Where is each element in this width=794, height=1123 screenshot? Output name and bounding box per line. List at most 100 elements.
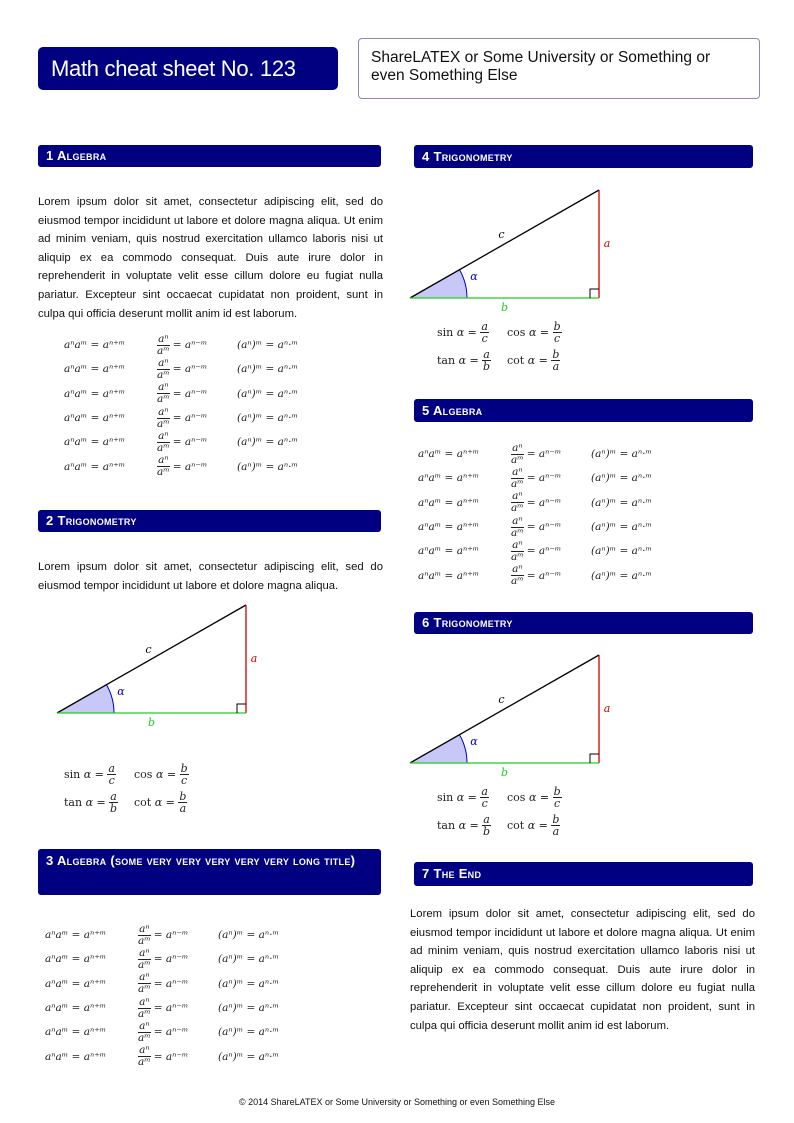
institution-text: ShareLATEX or Some University or Somethi…	[371, 49, 711, 84]
power-rule: (aⁿ)ᵐ = aⁿ·ᵐ	[237, 363, 298, 376]
label-c: c	[498, 228, 504, 241]
label-b: b	[501, 766, 508, 779]
section-header-2: 2 Trigonometry	[38, 510, 381, 532]
power-rule: (aⁿ)ᵐ = aⁿ·ᵐ	[591, 496, 652, 509]
formula-row: aⁿaᵐ = aⁿ⁺ᵐ aⁿ aᵐ = aⁿ⁻ᵐ (aⁿ)ᵐ = aⁿ·ᵐ	[64, 406, 298, 430]
quotient-rule: aⁿ aᵐ = aⁿ⁻ᵐ	[138, 971, 189, 996]
label-alpha: α	[470, 270, 478, 283]
formula-row: aⁿaᵐ = aⁿ⁺ᵐ aⁿ aᵐ = aⁿ⁻ᵐ (aⁿ)ᵐ = aⁿ·ᵐ	[418, 442, 652, 466]
triangle-diagram-6: a b c α	[409, 654, 610, 779]
quotient-rule: aⁿ aᵐ = aⁿ⁻ᵐ	[138, 922, 189, 947]
paragraph-1: Lorem ipsum dolor sit amet, consectetur …	[38, 196, 383, 320]
side-c	[56, 604, 247, 714]
power-rule: (aⁿ)ᵐ = aⁿ·ᵐ	[218, 1002, 279, 1015]
formula-row: aⁿaᵐ = aⁿ⁺ᵐ aⁿ aᵐ = aⁿ⁻ᵐ (aⁿ)ᵐ = aⁿ·ᵐ	[64, 454, 298, 478]
power-rule: (aⁿ)ᵐ = aⁿ·ᵐ	[237, 387, 298, 400]
label-b: b	[501, 301, 508, 314]
product-rule: aⁿaᵐ = aⁿ⁺ᵐ	[45, 977, 107, 990]
product-rule: aⁿaᵐ = aⁿ⁺ᵐ	[64, 460, 126, 473]
power-rule: (aⁿ)ᵐ = aⁿ·ᵐ	[591, 569, 652, 582]
quotient-rule: aⁿ aᵐ = aⁿ⁻ᵐ	[138, 1044, 189, 1069]
angle-fill	[57, 684, 114, 713]
power-rule: (aⁿ)ᵐ = aⁿ·ᵐ	[237, 460, 298, 473]
product-rule: aⁿaᵐ = aⁿ⁺ᵐ	[45, 1050, 107, 1063]
quotient-rule: aⁿ aᵐ = aⁿ⁻ᵐ	[511, 465, 562, 490]
angle-arc	[459, 734, 468, 764]
formula-row: aⁿaᵐ = aⁿ⁺ᵐ aⁿ aᵐ = aⁿ⁻ᵐ (aⁿ)ᵐ = aⁿ·ᵐ	[45, 947, 279, 971]
quotient-rule: aⁿ aᵐ = aⁿ⁻ᵐ	[157, 454, 208, 479]
page-title: Math cheat sheet No. 123	[51, 56, 296, 81]
formula-row: aⁿaᵐ = aⁿ⁺ᵐ aⁿ aᵐ = aⁿ⁻ᵐ (aⁿ)ᵐ = aⁿ·ᵐ	[45, 972, 279, 996]
footer: © 2014 ShareLATEX or Some University or …	[238, 1097, 556, 1107]
product-rule: aⁿaᵐ = aⁿ⁺ᵐ	[64, 363, 126, 376]
formula-row: aⁿaᵐ = aⁿ⁺ᵐ aⁿ aᵐ = aⁿ⁻ᵐ (aⁿ)ᵐ = aⁿ·ᵐ	[418, 515, 652, 539]
section-header-1: 1 Algebra	[38, 145, 381, 167]
power-rule: (aⁿ)ᵐ = aⁿ·ᵐ	[591, 472, 652, 485]
quotient-rule: aⁿ aᵐ = aⁿ⁻ᵐ	[138, 995, 189, 1020]
power-rule: (aⁿ)ᵐ = aⁿ·ᵐ	[237, 436, 298, 449]
power-rule: (aⁿ)ᵐ = aⁿ·ᵐ	[591, 448, 652, 461]
formula-row: aⁿaᵐ = aⁿ⁺ᵐ aⁿ aᵐ = aⁿ⁻ᵐ (aⁿ)ᵐ = aⁿ·ᵐ	[418, 539, 652, 563]
algebra-formulas-5: aⁿaᵐ = aⁿ⁺ᵐ aⁿ aᵐ = aⁿ⁻ᵐ (aⁿ)ᵐ = aⁿ·ᵐ aⁿaᵐ = …	[418, 442, 652, 588]
power-rule: (aⁿ)ᵐ = aⁿ·ᵐ	[218, 929, 279, 942]
triangle-diagram-2: a b c α	[56, 604, 258, 729]
product-rule: aⁿaᵐ = aⁿ⁺ᵐ	[64, 339, 126, 352]
power-rule: (aⁿ)ᵐ = aⁿ·ᵐ	[237, 412, 298, 425]
quotient-rule: aⁿ aᵐ = aⁿ⁻ᵐ	[511, 514, 562, 539]
angle-fill	[410, 269, 467, 298]
quotient-rule: aⁿ aᵐ = aⁿ⁻ᵐ	[511, 563, 562, 588]
formula-row: aⁿaᵐ = aⁿ⁺ᵐ aⁿ aᵐ = aⁿ⁻ᵐ (aⁿ)ᵐ = aⁿ·ᵐ	[45, 996, 279, 1020]
label-a: a	[604, 237, 611, 250]
paragraph-7: Lorem ipsum dolor sit amet, consectetur …	[410, 908, 755, 1032]
quotient-rule: aⁿ aᵐ = aⁿ⁻ᵐ	[138, 1019, 189, 1044]
quotient-rule: aⁿ aᵐ = aⁿ⁻ᵐ	[511, 441, 562, 466]
formula-row: aⁿaᵐ = aⁿ⁺ᵐ aⁿ aᵐ = aⁿ⁻ᵐ (aⁿ)ᵐ = aⁿ·ᵐ	[64, 382, 298, 406]
product-rule: aⁿaᵐ = aⁿ⁺ᵐ	[418, 472, 480, 485]
power-rule: (aⁿ)ᵐ = aⁿ·ᵐ	[218, 1050, 279, 1063]
label-alpha: α	[117, 685, 125, 698]
angle-fill	[410, 734, 467, 763]
quotient-rule: aⁿ aᵐ = aⁿ⁻ᵐ	[157, 332, 208, 357]
formula-row: aⁿaᵐ = aⁿ⁺ᵐ aⁿ aᵐ = aⁿ⁻ᵐ (aⁿ)ᵐ = aⁿ·ᵐ	[418, 466, 652, 490]
label-a: a	[251, 652, 258, 665]
side-c	[409, 189, 600, 299]
formula-row: aⁿaᵐ = aⁿ⁺ᵐ aⁿ aᵐ = aⁿ⁻ᵐ (aⁿ)ᵐ = aⁿ·ᵐ	[64, 357, 298, 381]
product-rule: aⁿaᵐ = aⁿ⁺ᵐ	[418, 521, 480, 534]
paragraph-2: Lorem ipsum dolor sit amet, consectetur …	[38, 561, 383, 592]
right-angle-mark	[589, 288, 599, 298]
algebra-formulas-1: aⁿaᵐ = aⁿ⁺ᵐ aⁿ aᵐ = aⁿ⁻ᵐ (aⁿ)ᵐ = aⁿ·ᵐ aⁿaᵐ = …	[64, 333, 298, 479]
formula-row: aⁿaᵐ = aⁿ⁺ᵐ aⁿ aᵐ = aⁿ⁻ᵐ (aⁿ)ᵐ = aⁿ·ᵐ	[45, 1044, 279, 1068]
formula-row: aⁿaᵐ = aⁿ⁺ᵐ aⁿ aᵐ = aⁿ⁻ᵐ (aⁿ)ᵐ = aⁿ·ᵐ	[418, 491, 652, 515]
product-rule: aⁿaᵐ = aⁿ⁺ᵐ	[45, 1026, 107, 1039]
power-rule: (aⁿ)ᵐ = aⁿ·ᵐ	[237, 339, 298, 352]
triangle-diagram-4: a b c α	[409, 189, 611, 314]
section-header-5: 5 Algebra	[414, 399, 753, 422]
quotient-rule: aⁿ aᵐ = aⁿ⁻ᵐ	[511, 538, 562, 563]
section-header-3: 3 Algebra (some very very very very very…	[38, 849, 381, 895]
quotient-rule: aⁿ aᵐ = aⁿ⁻ᵐ	[157, 381, 208, 406]
section-header-6: 6 Trigonometry	[414, 612, 753, 634]
label-b: b	[148, 716, 155, 729]
angle-arc	[459, 269, 468, 299]
label-alpha: α	[470, 735, 478, 748]
algebra-formulas-3: aⁿaᵐ = aⁿ⁺ᵐ aⁿ aᵐ = aⁿ⁻ᵐ (aⁿ)ᵐ = aⁿ·ᵐ aⁿaᵐ = …	[45, 923, 279, 1069]
power-rule: (aⁿ)ᵐ = aⁿ·ᵐ	[218, 1026, 279, 1039]
